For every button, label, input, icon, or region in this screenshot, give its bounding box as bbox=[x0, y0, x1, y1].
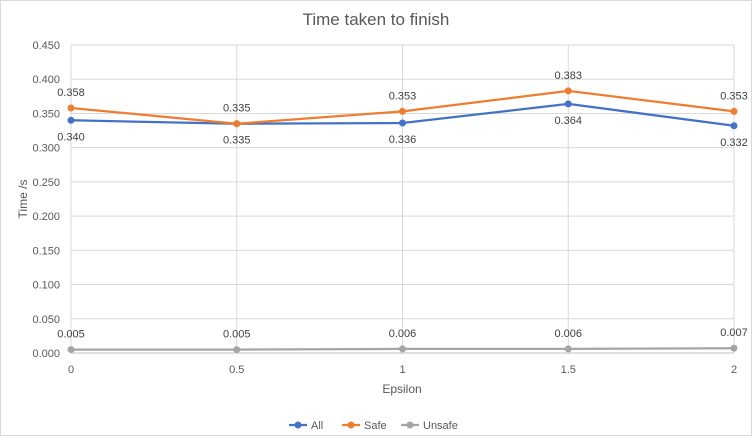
x-tick-label: 0.5 bbox=[229, 364, 244, 376]
gridlines bbox=[70, 44, 735, 353]
x-axis-label: Epsilon bbox=[382, 382, 421, 396]
data-label-all: 0.336 bbox=[389, 134, 417, 146]
data-label-unsafe: 0.005 bbox=[223, 329, 251, 341]
data-label-all: 0.335 bbox=[223, 135, 251, 147]
data-point-safe bbox=[399, 107, 406, 115]
y-tick-label: 0.100 bbox=[32, 280, 60, 292]
legend-label-unsafe: Unsafe bbox=[423, 420, 458, 432]
legend-label-all: All bbox=[311, 420, 323, 432]
y-tick-label: 0.350 bbox=[32, 108, 60, 120]
data-label-safe: 0.353 bbox=[720, 90, 748, 102]
data-point-all bbox=[67, 116, 75, 124]
x-tick-label: 1 bbox=[399, 364, 405, 376]
y-tick-label: 0.200 bbox=[32, 211, 60, 223]
x-tick-label: 0 bbox=[68, 364, 74, 376]
series-layer bbox=[67, 87, 738, 354]
data-label-unsafe: 0.006 bbox=[554, 328, 582, 340]
y-axis-ticks: 0.000 0.050 0.100 0.150 0.200 0.250 0.300 0.350… bbox=[32, 40, 60, 360]
data-point-unsafe bbox=[67, 346, 75, 354]
data-point-unsafe bbox=[399, 345, 406, 353]
y-tick-label: 0.300 bbox=[32, 143, 60, 155]
data-label-safe: 0.335 bbox=[223, 103, 251, 115]
data-point-all bbox=[564, 100, 572, 108]
data-label-unsafe: 0.006 bbox=[389, 328, 417, 340]
data-label-unsafe: 0.005 bbox=[57, 329, 85, 341]
data-point-safe bbox=[67, 104, 75, 112]
chart-title: Time taken to finish bbox=[303, 10, 450, 29]
data-labels: 0.340 0.335 0.336 0.364 0.332 0.358 0.335 0.353… bbox=[57, 70, 748, 341]
data-point-safe bbox=[233, 120, 241, 128]
data-point-safe bbox=[564, 87, 572, 95]
legend: All Safe Unsafe bbox=[289, 420, 458, 432]
x-axis-ticks: 0 0.5 1 1.5 2 bbox=[68, 364, 737, 376]
data-label-unsafe: 0.007 bbox=[720, 327, 748, 339]
y-tick-label: 0.450 bbox=[32, 40, 60, 52]
x-tick-label: 1.5 bbox=[561, 364, 576, 376]
legend-label-safe: Safe bbox=[364, 420, 387, 432]
legend-swatch-marker-safe bbox=[347, 421, 355, 429]
y-tick-label: 0.000 bbox=[32, 348, 60, 360]
legend-swatch-marker-unsafe bbox=[406, 421, 414, 429]
data-label-safe: 0.358 bbox=[57, 87, 85, 99]
y-tick-label: 0.250 bbox=[32, 177, 60, 189]
y-tick-label: 0.050 bbox=[32, 314, 60, 326]
data-point-unsafe bbox=[564, 345, 572, 353]
data-point-safe bbox=[730, 107, 738, 115]
data-point-unsafe bbox=[233, 346, 241, 354]
data-label-all: 0.340 bbox=[57, 131, 85, 143]
data-label-safe: 0.353 bbox=[389, 90, 417, 102]
data-label-safe: 0.383 bbox=[554, 70, 582, 82]
data-point-unsafe bbox=[730, 344, 738, 352]
data-label-all: 0.364 bbox=[554, 115, 582, 127]
data-point-all bbox=[730, 122, 738, 130]
y-axis-label: Time /s bbox=[16, 180, 30, 219]
data-point-all bbox=[399, 119, 406, 127]
x-tick-label: 2 bbox=[731, 364, 737, 376]
legend-swatch-marker-all bbox=[294, 421, 302, 429]
y-tick-label: 0.150 bbox=[32, 245, 60, 257]
y-tick-label: 0.400 bbox=[32, 74, 60, 86]
data-label-all: 0.332 bbox=[720, 137, 748, 149]
